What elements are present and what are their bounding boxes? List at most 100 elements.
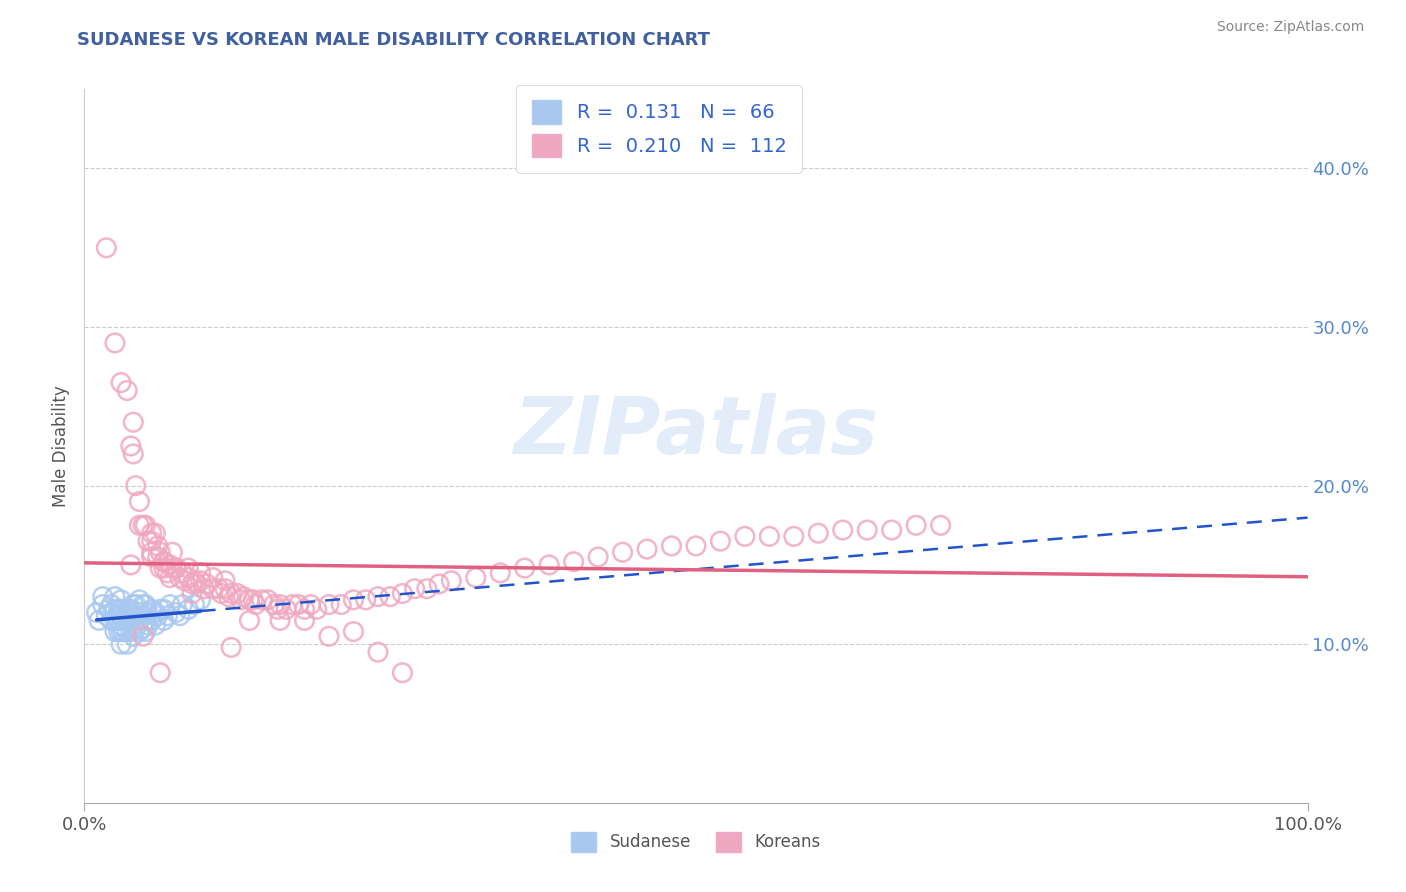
Point — [238, 592, 260, 607]
Point — [107, 602, 129, 616]
Point — [342, 624, 364, 639]
Point — [125, 621, 148, 635]
Point — [661, 539, 683, 553]
Point — [238, 614, 260, 628]
Point — [162, 561, 184, 575]
Point — [143, 606, 166, 620]
Point — [201, 571, 224, 585]
Point — [169, 608, 191, 623]
Point — [153, 555, 176, 569]
Point — [100, 598, 122, 612]
Point — [562, 555, 585, 569]
Point — [807, 526, 830, 541]
Text: SUDANESE VS KOREAN MALE DISABILITY CORRELATION CHART: SUDANESE VS KOREAN MALE DISABILITY CORRE… — [77, 31, 710, 49]
Point — [110, 618, 132, 632]
Point — [831, 523, 853, 537]
Point — [115, 637, 138, 651]
Point — [128, 494, 150, 508]
Point — [208, 582, 231, 596]
Point — [110, 592, 132, 607]
Point — [143, 526, 166, 541]
Point — [91, 590, 114, 604]
Point — [132, 598, 155, 612]
Point — [153, 561, 176, 575]
Point — [464, 571, 486, 585]
Point — [190, 592, 212, 607]
Point — [122, 415, 145, 429]
Point — [391, 665, 413, 680]
Point — [143, 618, 166, 632]
Point — [489, 566, 512, 580]
Point — [135, 518, 157, 533]
Point — [146, 539, 169, 553]
Point — [612, 545, 634, 559]
Point — [177, 571, 200, 585]
Point — [183, 574, 205, 588]
Point — [318, 629, 340, 643]
Point — [115, 384, 138, 398]
Point — [440, 574, 463, 588]
Point — [122, 618, 145, 632]
Point — [132, 621, 155, 635]
Point — [218, 590, 240, 604]
Point — [905, 518, 928, 533]
Point — [135, 598, 157, 612]
Point — [250, 592, 273, 607]
Point — [153, 602, 176, 616]
Point — [153, 555, 176, 569]
Point — [112, 614, 135, 628]
Point — [122, 608, 145, 623]
Point — [245, 598, 267, 612]
Point — [146, 549, 169, 564]
Point — [181, 586, 204, 600]
Point — [122, 629, 145, 643]
Point — [128, 614, 150, 628]
Point — [538, 558, 561, 572]
Point — [110, 376, 132, 390]
Point — [122, 598, 145, 612]
Point — [214, 582, 236, 596]
Point — [141, 545, 163, 559]
Point — [104, 335, 127, 350]
Point — [135, 624, 157, 639]
Point — [330, 598, 353, 612]
Point — [266, 602, 288, 616]
Point — [380, 590, 402, 604]
Point — [128, 592, 150, 607]
Point — [125, 598, 148, 612]
Point — [132, 608, 155, 623]
Point — [156, 608, 179, 623]
Point — [165, 561, 187, 575]
Text: Source: ZipAtlas.com: Source: ZipAtlas.com — [1216, 20, 1364, 34]
Point — [159, 558, 181, 572]
Point — [110, 624, 132, 639]
Point — [342, 592, 364, 607]
Point — [242, 592, 264, 607]
Point — [128, 518, 150, 533]
Point — [87, 614, 110, 628]
Point — [193, 582, 215, 596]
Point — [120, 439, 142, 453]
Point — [97, 602, 120, 616]
Point — [190, 566, 212, 580]
Point — [86, 606, 108, 620]
Point — [169, 571, 191, 585]
Point — [112, 602, 135, 616]
Point — [636, 542, 658, 557]
Point — [128, 606, 150, 620]
Point — [156, 566, 179, 580]
Point — [181, 577, 204, 591]
Point — [162, 545, 184, 559]
Point — [709, 534, 731, 549]
Point — [232, 590, 254, 604]
Point — [427, 577, 450, 591]
Point — [367, 590, 389, 604]
Point — [195, 577, 218, 591]
Point — [149, 561, 172, 575]
Point — [685, 539, 707, 553]
Point — [929, 518, 952, 533]
Point — [214, 574, 236, 588]
Point — [294, 602, 316, 616]
Point — [120, 558, 142, 572]
Point — [177, 561, 200, 575]
